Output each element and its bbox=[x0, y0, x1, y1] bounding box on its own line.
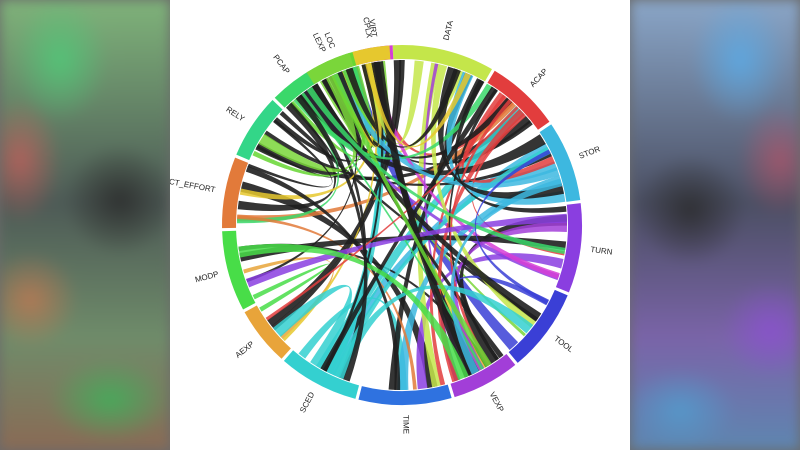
chord-ribbon bbox=[333, 71, 560, 188]
group-arcs bbox=[222, 45, 582, 405]
label-pcap: PCAP bbox=[271, 53, 291, 76]
arc-acap bbox=[487, 70, 550, 130]
chord-ribbon bbox=[345, 67, 461, 148]
label-virt: VIRT bbox=[367, 18, 379, 37]
chord-ribbon bbox=[437, 109, 525, 383]
label-stor: STOR bbox=[578, 144, 602, 160]
arc-data bbox=[392, 45, 492, 82]
arc-rely bbox=[236, 99, 283, 161]
chord-ribbon bbox=[429, 94, 507, 386]
chord-ribbon bbox=[337, 63, 380, 147]
label-vexp: VEXP bbox=[488, 390, 506, 413]
label-data: DATA bbox=[442, 19, 456, 41]
arc-turn bbox=[555, 203, 582, 293]
chord-ribbon bbox=[282, 62, 378, 342]
chord-ribbon bbox=[461, 92, 556, 183]
arc-pcap bbox=[274, 67, 322, 108]
arc-vexp bbox=[450, 354, 516, 398]
label-tool: TOOL bbox=[552, 334, 575, 354]
chord-ribbon bbox=[247, 119, 333, 188]
arc-sced bbox=[283, 350, 360, 399]
arc-aexp bbox=[244, 305, 291, 359]
label-sced: SCED bbox=[298, 390, 316, 414]
chord-ribbon bbox=[245, 166, 401, 390]
chord-ribbon bbox=[397, 175, 563, 390]
label-rely: RELY bbox=[224, 105, 246, 124]
blurred-background-left bbox=[0, 0, 170, 450]
label-cplx: CPLX bbox=[361, 16, 374, 39]
chord-ribbon bbox=[258, 73, 357, 173]
label-turn: TURN bbox=[590, 245, 613, 257]
label-time: TIME bbox=[401, 415, 410, 434]
chord-ribbon bbox=[256, 102, 340, 178]
chord-ribbon bbox=[239, 235, 567, 262]
arc-time bbox=[358, 384, 452, 405]
chord-ribbon bbox=[323, 61, 384, 372]
arc-modp bbox=[222, 230, 256, 310]
blurred-background-right bbox=[630, 0, 800, 450]
chord-ribbons bbox=[237, 60, 567, 390]
chord-ribbon bbox=[331, 73, 492, 368]
chord-ribbon bbox=[273, 62, 378, 162]
chord-diagram: DATA ACAP STOR TURN TOOL VEXP TIME SCED AEXP MODP… bbox=[170, 16, 613, 434]
label-act-effort: ACT_EFFORT bbox=[170, 176, 216, 194]
arc-cplx bbox=[352, 45, 391, 66]
label-acap: ACAP bbox=[528, 67, 549, 89]
chord-ribbon bbox=[246, 213, 567, 288]
chord-ribbon bbox=[362, 60, 424, 145]
label-aexp: AEXP bbox=[234, 339, 256, 359]
chord-ribbon bbox=[437, 66, 565, 199]
chord-ribbon bbox=[341, 68, 558, 185]
arc-act-effort bbox=[222, 157, 249, 229]
arc-stor bbox=[539, 124, 581, 202]
chord-ribbon bbox=[474, 149, 551, 305]
chord-ribbon bbox=[371, 61, 476, 378]
chord-ribbon bbox=[238, 243, 469, 381]
chord-diagram-panel: DATA ACAP STOR TURN TOOL VEXP TIME SCED AEXP MODP… bbox=[170, 0, 630, 450]
chord-ribbon bbox=[333, 285, 534, 380]
arc-tool bbox=[508, 289, 568, 363]
arc-lexp bbox=[306, 52, 354, 85]
chord-ribbon bbox=[272, 284, 352, 369]
label-modp: MODP bbox=[194, 269, 220, 284]
chord-ribbon bbox=[446, 71, 566, 205]
